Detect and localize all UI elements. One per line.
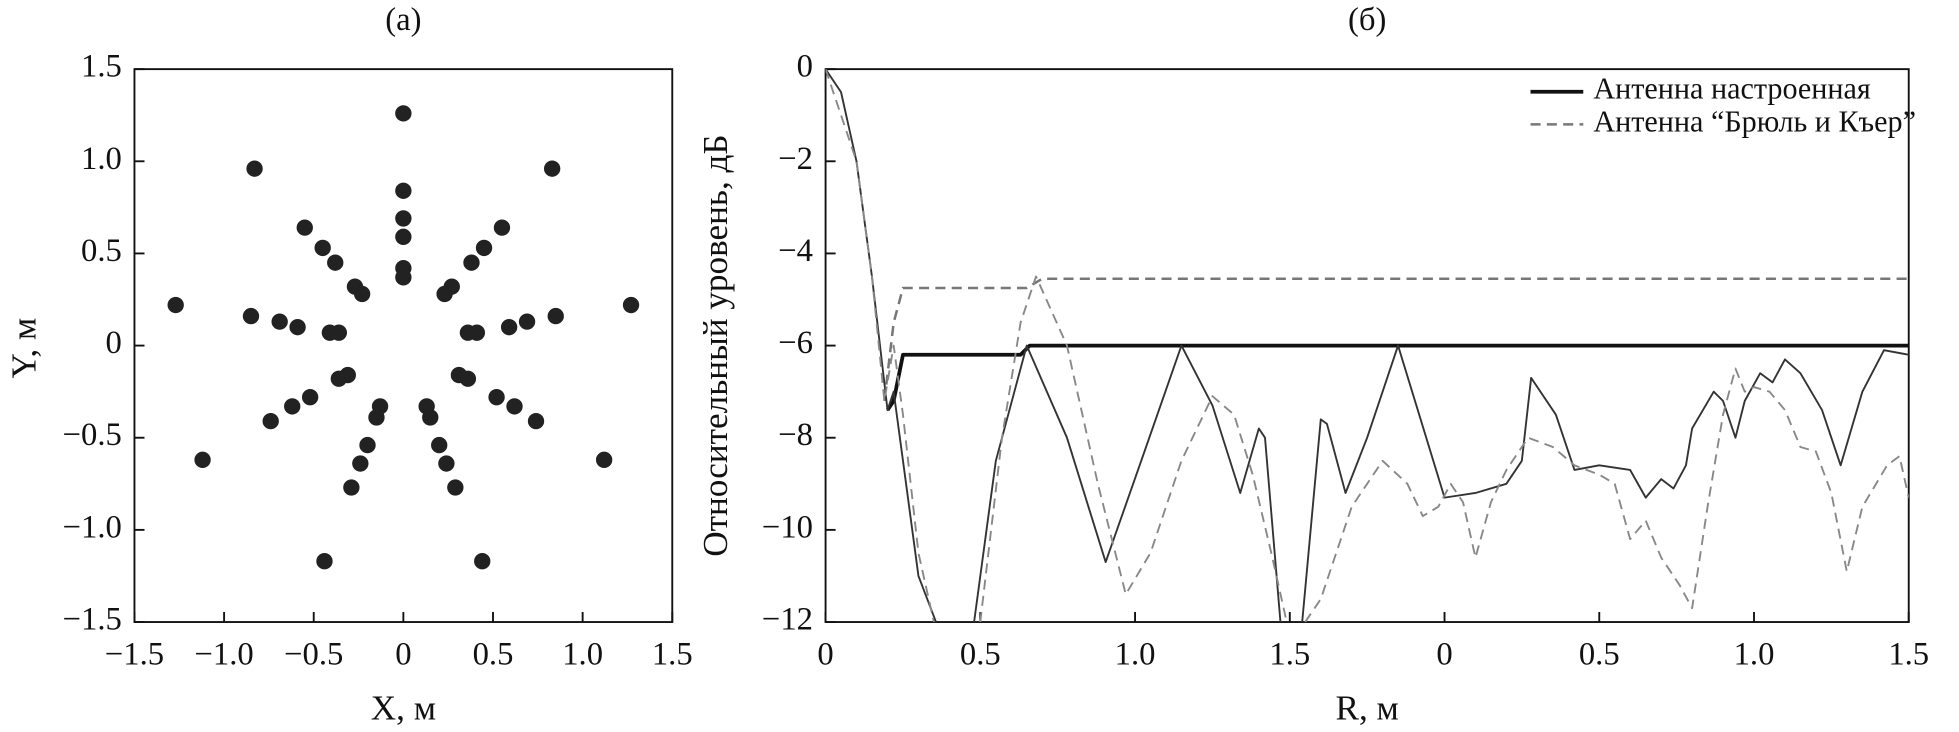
x-tick-label: −0.5	[284, 637, 343, 673]
point	[284, 398, 301, 415]
point	[339, 366, 356, 384]
point	[447, 479, 464, 496]
series-group	[825, 69, 1909, 623]
y-tick-label: 0	[106, 325, 122, 361]
x-tick-label: 0	[1436, 637, 1452, 673]
x-tick-label: 0	[395, 637, 411, 673]
panel-title: (а)	[385, 2, 421, 38]
point	[506, 398, 523, 415]
point	[543, 160, 561, 177]
point	[289, 318, 306, 336]
y-tick-label: 1.0	[81, 141, 122, 177]
point	[246, 160, 263, 177]
point	[450, 366, 468, 384]
x-tick-label: 1.0	[1115, 637, 1156, 673]
point	[518, 313, 536, 330]
point	[330, 324, 347, 341]
point	[395, 182, 412, 199]
point	[500, 318, 518, 336]
y-tick-label: −1.5	[63, 602, 122, 638]
x-tick-label: 1.5	[1888, 637, 1929, 673]
x-tick-label: 0	[817, 637, 833, 673]
x-tick-label: −1.5	[105, 637, 164, 673]
y-tick-label: −2	[778, 141, 813, 177]
x-axis-label: R, м	[1335, 688, 1398, 727]
point	[327, 254, 344, 271]
point	[488, 389, 505, 406]
y-tick-label: −0.5	[63, 417, 122, 453]
point	[353, 285, 371, 303]
point	[343, 479, 360, 496]
x-tick-label: 1.0	[1734, 637, 1775, 673]
point	[271, 313, 288, 330]
line-series	[885, 343, 1909, 412]
point	[194, 451, 211, 469]
x-tick-label: 0.5	[960, 637, 1001, 673]
point	[474, 553, 491, 570]
y-tick-label: −8	[778, 417, 813, 453]
point	[475, 239, 493, 257]
point	[436, 285, 453, 303]
y-tick-label: 0	[797, 49, 813, 85]
panel-title: (б)	[1348, 2, 1386, 38]
point	[296, 219, 313, 236]
y-tick-label: 1.5	[81, 49, 122, 85]
x-tick-label: −1.0	[194, 637, 253, 673]
point	[431, 436, 448, 454]
legend-label: Антенна настроенная	[1593, 72, 1871, 106]
x-axis-label: X, м	[371, 688, 436, 727]
x-tick-label: 0.5	[473, 637, 514, 673]
y-tick-label: 0.5	[81, 233, 122, 269]
point	[395, 105, 412, 122]
point	[262, 412, 279, 430]
point	[463, 254, 480, 271]
point	[359, 436, 376, 454]
x-tick-label: 0.5	[1579, 637, 1620, 673]
y-axis-label: Y, м	[5, 318, 44, 379]
y-axis-label: Относительный уровень, дБ	[696, 134, 735, 556]
line-series	[825, 69, 1909, 623]
y-tick-label: −1.0	[63, 509, 122, 545]
point	[395, 210, 412, 227]
y-tick-label: −12	[762, 602, 813, 638]
point	[622, 296, 640, 314]
point	[316, 553, 333, 570]
point	[371, 398, 389, 415]
y-tick-label: −10	[762, 509, 813, 545]
x-tick-label: 1.5	[652, 637, 693, 673]
line-series	[825, 69, 1909, 623]
point	[595, 451, 613, 469]
point	[242, 307, 260, 325]
point	[547, 307, 564, 325]
y-tick-label: −4	[778, 233, 813, 269]
point	[418, 398, 435, 415]
point	[352, 455, 369, 472]
y-tick-label: −6	[778, 325, 813, 361]
point	[493, 219, 511, 236]
x-tick-label: 1.5	[1269, 637, 1310, 673]
point	[459, 324, 477, 341]
point	[395, 228, 412, 246]
point	[438, 455, 455, 472]
line-series	[883, 277, 1909, 402]
point	[301, 389, 319, 406]
point	[167, 296, 184, 314]
point	[527, 412, 545, 430]
point	[395, 269, 412, 286]
legend-label: Антенна “Брюль и Къер”	[1593, 104, 1916, 138]
plot-frame	[133, 68, 674, 623]
x-tick-label: 1.0	[562, 637, 603, 673]
point	[314, 239, 331, 257]
